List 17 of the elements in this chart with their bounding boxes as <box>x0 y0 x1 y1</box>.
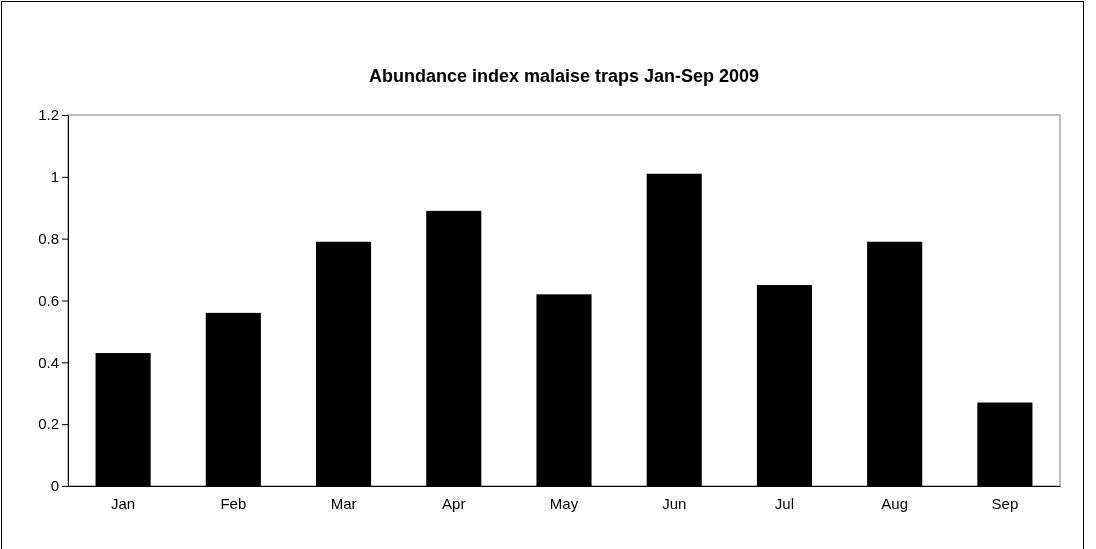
x-tick-label: Jul <box>774 494 795 512</box>
y-tick-label: 0.2 <box>38 415 59 433</box>
y-tick-label: 1.2 <box>38 106 59 124</box>
y-tick-label: 0.4 <box>38 353 59 371</box>
x-tick-label: Sep <box>991 494 1019 512</box>
y-tick-label: 0.8 <box>38 229 59 247</box>
chart-title: Abundance index malaise traps Jan-Sep 2009 <box>368 66 760 86</box>
y-tick-label: 1 <box>50 168 59 186</box>
x-tick-label: Jan <box>111 494 136 512</box>
x-tick-label: Mar <box>330 494 357 512</box>
x-tick-label: Aug <box>881 494 909 512</box>
y-tick-label: 0 <box>50 477 59 495</box>
x-tick-label: Apr <box>442 494 466 512</box>
y-tick-label: 0.6 <box>38 291 59 309</box>
x-tick-label: May <box>549 494 579 512</box>
x-tick-label: Jun <box>662 494 687 512</box>
x-tick-label: Feb <box>220 494 247 512</box>
